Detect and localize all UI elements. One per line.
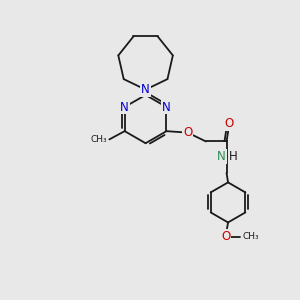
Text: N: N — [120, 100, 129, 113]
Text: N: N — [162, 100, 171, 113]
Text: CH₃: CH₃ — [242, 232, 259, 241]
Text: N: N — [141, 83, 150, 96]
Text: O: O — [221, 230, 230, 243]
Text: O: O — [224, 117, 233, 130]
Text: CH₃: CH₃ — [90, 136, 107, 145]
Text: N: N — [217, 150, 226, 163]
Text: H: H — [229, 150, 237, 163]
Text: O: O — [183, 126, 192, 139]
